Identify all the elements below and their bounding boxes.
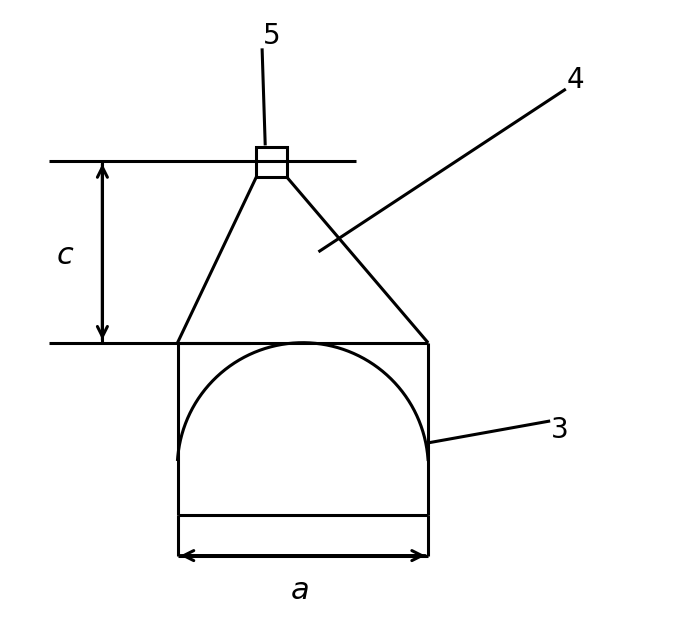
Text: 5: 5: [262, 22, 280, 50]
Bar: [256, 147, 286, 177]
Text: c: c: [56, 240, 74, 269]
Text: 4: 4: [566, 65, 584, 94]
Text: 3: 3: [551, 416, 568, 444]
Text: a: a: [291, 576, 309, 604]
